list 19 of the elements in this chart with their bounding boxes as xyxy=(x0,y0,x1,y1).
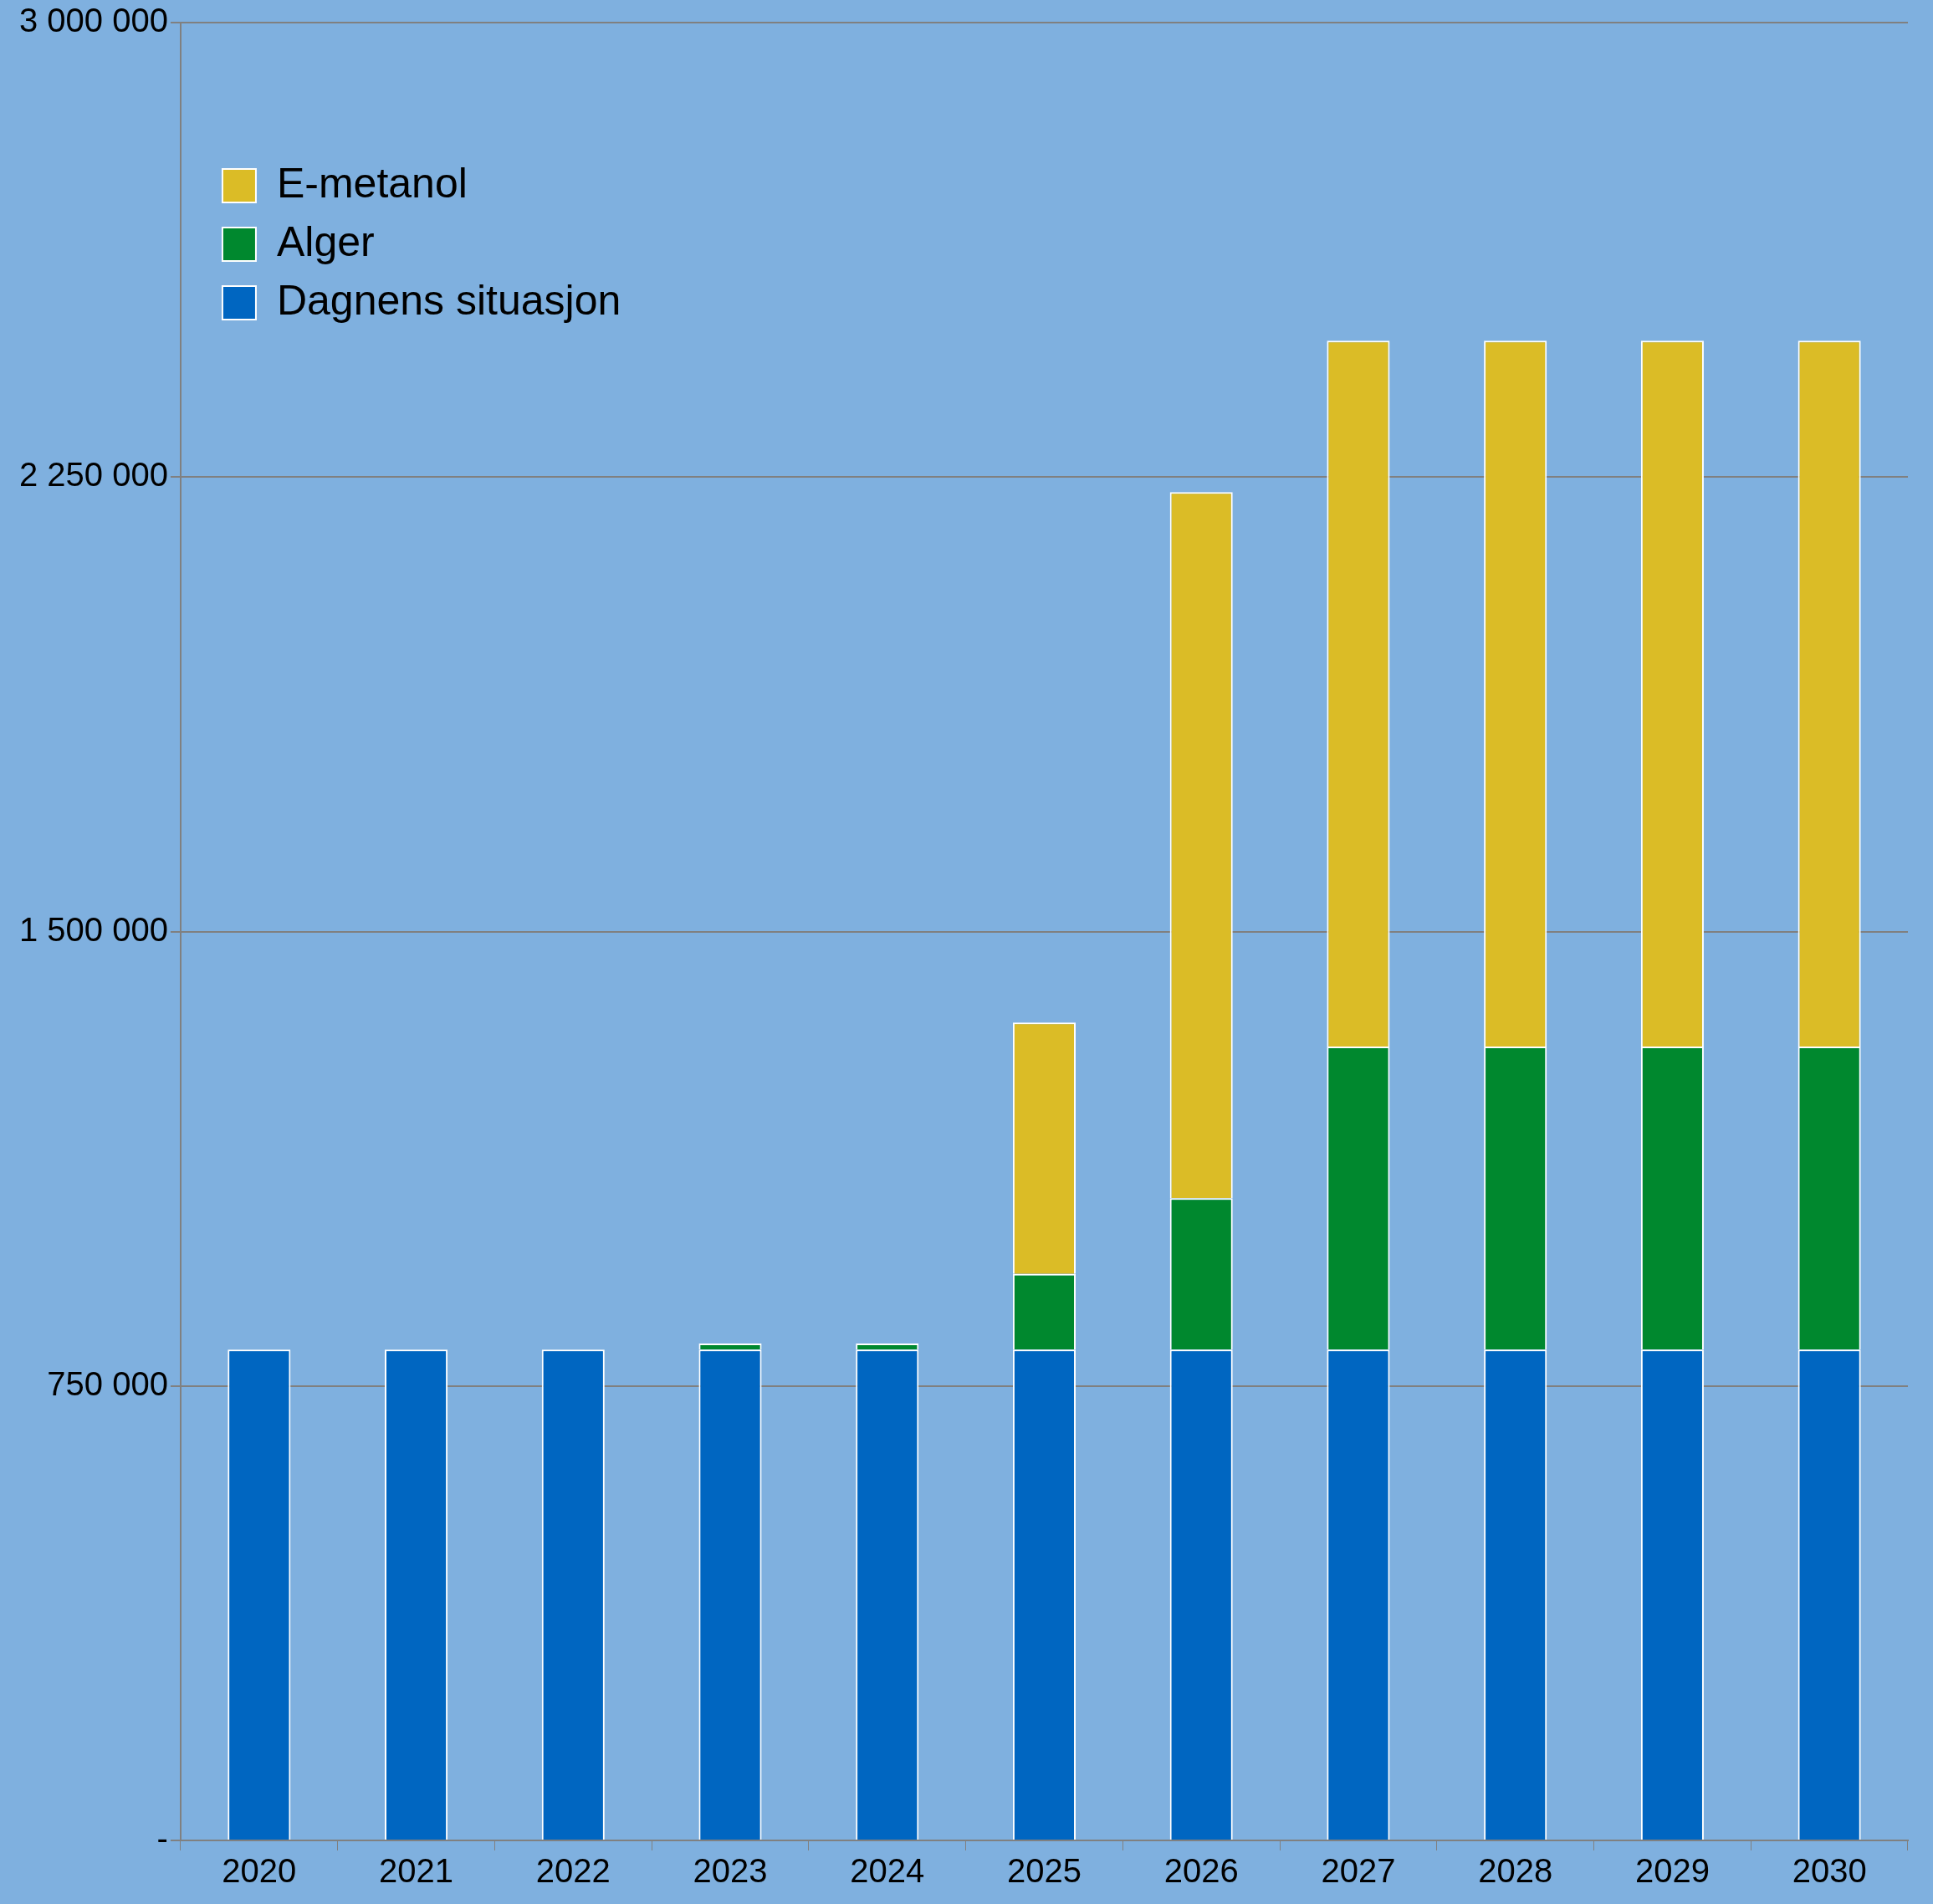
y-tick-label: 2 250 000 xyxy=(19,456,168,494)
x-tick-label: 2021 xyxy=(379,1852,454,1890)
x-tick-label: 2020 xyxy=(222,1852,297,1890)
x-tick-label: 2026 xyxy=(1163,1852,1239,1890)
y-tick-label: - xyxy=(156,1820,168,1857)
x-tick-label: 2029 xyxy=(1634,1852,1710,1890)
x-tick-label: 2025 xyxy=(1006,1852,1082,1890)
legend-label: Dagnens situasjon xyxy=(276,276,621,324)
x-tick-label: 2024 xyxy=(850,1852,925,1890)
y-tick-label: 1 500 000 xyxy=(19,910,168,948)
legend-label: E-metanol xyxy=(276,159,468,207)
y-tick-label: 3 000 000 xyxy=(19,2,168,39)
x-tick-label: 2030 xyxy=(1792,1852,1867,1890)
x-tick-label: 2027 xyxy=(1321,1852,1396,1890)
x-tick-label: 2023 xyxy=(693,1852,768,1890)
x-tick-label: 2028 xyxy=(1478,1852,1553,1890)
x-tick-label: 2022 xyxy=(535,1852,611,1890)
y-tick-label: 750 000 xyxy=(47,1364,168,1402)
legend-label: Alger xyxy=(276,218,375,265)
